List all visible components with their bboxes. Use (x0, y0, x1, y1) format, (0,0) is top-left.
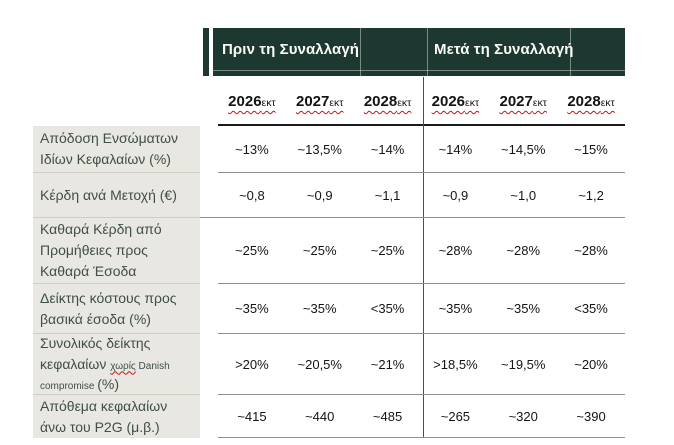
table-cell: ~28% (438, 243, 473, 258)
group-title-after-transaction: Μετά τη Συναλλαγή (434, 41, 574, 58)
year-token: 2026εκτ (432, 93, 479, 111)
estimate-suffix: εκτ (465, 97, 480, 109)
row-separator (199, 217, 625, 218)
year-header-before-2027: 2027εκτ (286, 80, 354, 124)
table-cell: ~13,5% (297, 141, 342, 157)
table-cell: ~0,8 (239, 187, 265, 203)
year-header-before-2028: 2028εκτ (354, 80, 422, 124)
banner-left-sliver (203, 28, 209, 76)
estimate-suffix: εκτ (532, 97, 547, 109)
estimate-suffix: εκτ (261, 97, 276, 109)
row-separator (218, 394, 625, 395)
table-row-fee-income: ~25% ~25% ~25% ~28% ~28% ~28% (218, 218, 625, 283)
year-token: 2026εκτ (228, 93, 275, 111)
group-title-before-transaction: Πριν τη Συναλλαγή (222, 41, 360, 58)
row-label-fee-income: Καθαρά Κέρδη από Προμήθειες προς Καθαρά … (33, 217, 200, 283)
year-header-before-2026: 2026εκτ (218, 80, 286, 124)
year-label: 2026 (228, 93, 262, 110)
row-separator (218, 283, 625, 284)
table-cell: >18,5% (433, 356, 478, 372)
table-cell: ~265 (440, 408, 471, 424)
year-header-after-2026: 2026εκτ (421, 80, 489, 124)
table-row-capital-buffer-p2g: ~415 ~440 ~485 ~265 ~320 ~390 (218, 395, 625, 437)
header-banner: Πριν τη Συναλλαγή Μετά τη Συναλλαγή (213, 28, 625, 76)
row-label-capital-buffer-p2g: Απόθεμα κεφαλαίων άνω του P2G (μ.β.) (33, 394, 200, 438)
table-cell: ~0,9 (442, 187, 469, 203)
table-cell: ~25% (235, 243, 269, 258)
table-cell: ~19,5% (501, 356, 546, 372)
year-label: 2028 (363, 93, 398, 110)
table-cell: ~35% (506, 301, 541, 316)
year-header-row: 2026εκτ 2027εκτ 2028εκτ 2026εκτ 2027εκτ … (218, 80, 625, 124)
year-label: 2026 (431, 93, 466, 110)
label-part: Συνολικός δείκτης κεφαλαίων (40, 335, 151, 372)
year-label: 2027 (296, 93, 330, 110)
row-separator (218, 333, 625, 334)
table-cell: ~20% (574, 356, 608, 372)
banner-column-divider (570, 28, 571, 76)
year-label: 2028 (567, 93, 601, 110)
row-label-rote: Απόδοση Ενσώματων Ιδίων Κεφαλαίων (%) (40, 130, 179, 167)
table-cell: ~390 (576, 408, 606, 424)
table-cell: <35% (370, 301, 405, 316)
year-token: 2028εκτ (567, 93, 614, 111)
row-label-cost-income: Δείκτης κόστους προς βασικά έσοδα (%) (33, 283, 200, 333)
table-cell: ~15% (574, 141, 608, 157)
label-part-flagged-word: χωρίς (110, 360, 136, 372)
year-token: 2027εκτ (499, 93, 546, 111)
label-part: (%) (97, 376, 120, 393)
table-row-cost-income: ~35% ~35% <35% ~35% ~35% <35% (218, 284, 625, 333)
year-token: 2027εκτ (296, 93, 343, 111)
label-text: Συνολικός δείκτης κεφαλαίων χωρίς Danish… (40, 333, 170, 394)
table-bottom-rule (218, 437, 625, 438)
banner-column-divider (360, 28, 361, 76)
table-cell: ~20,5% (297, 356, 342, 372)
table-cell: ~1,2 (578, 187, 604, 203)
table-cell: ~25% (302, 243, 337, 258)
estimate-suffix: εκτ (329, 97, 344, 109)
banner-group-divider (427, 28, 428, 76)
table-cell: ~13% (235, 141, 269, 157)
group-divider-line (423, 77, 424, 437)
estimate-suffix: εκτ (397, 97, 412, 109)
table-cell: ~14% (438, 141, 473, 157)
table-cell: ~35% (235, 301, 269, 316)
table-row-eps: ~0,8 ~0,9 ~1,1 ~0,9 ~1,0 ~1,2 (218, 173, 625, 217)
label-part-danish-compromise: Danish compromise (40, 360, 170, 393)
row-label-column: Απόδοση Ενσώματων Ιδίων Κεφαλαίων (%) Κέ… (33, 126, 200, 438)
table-cell: ~1,0 (510, 187, 537, 203)
table-cell: ~25% (370, 243, 405, 258)
year-label: 2027 (499, 93, 533, 110)
table-cell: ~35% (438, 301, 473, 316)
table-cell: ~28% (506, 243, 541, 258)
year-header-after-2028: 2028εκτ (557, 80, 625, 124)
table-cell: ~14,5% (501, 141, 546, 157)
table-cell: ~21% (370, 356, 405, 372)
table-row-total-capital-ratio: >20% ~20,5% ~21% >18,5% ~19,5% ~20% (218, 334, 625, 394)
table-cell: ~35% (302, 301, 337, 316)
table-cell: ~14% (370, 141, 405, 157)
table-cell: ~415 (237, 408, 267, 424)
banner-bottom-rule (213, 70, 625, 71)
row-separator (218, 172, 625, 173)
year-token: 2028εκτ (364, 93, 411, 111)
estimate-suffix: εκτ (600, 97, 615, 109)
table-cell: ~0,9 (306, 187, 333, 203)
table-cell: ~320 (508, 408, 538, 424)
table-cell: ~485 (372, 408, 403, 424)
row-label-total-capital-ratio: Συνολικός δείκτης κεφαλαίων χωρίς Danish… (33, 333, 200, 394)
table-cell: >20% (235, 356, 269, 372)
table-cell: ~1,1 (374, 187, 401, 203)
table-cell: ~28% (574, 243, 608, 258)
table-row-rote: ~13% ~13,5% ~14% ~14% ~14,5% ~15% (218, 126, 625, 172)
header-underline (218, 124, 625, 126)
table-cell: <35% (574, 301, 608, 316)
row-label-eps: Κέρδη ανά Μετοχή (€) (33, 172, 200, 217)
year-header-after-2027: 2027εκτ (489, 80, 557, 124)
table-cell: ~440 (305, 408, 335, 424)
